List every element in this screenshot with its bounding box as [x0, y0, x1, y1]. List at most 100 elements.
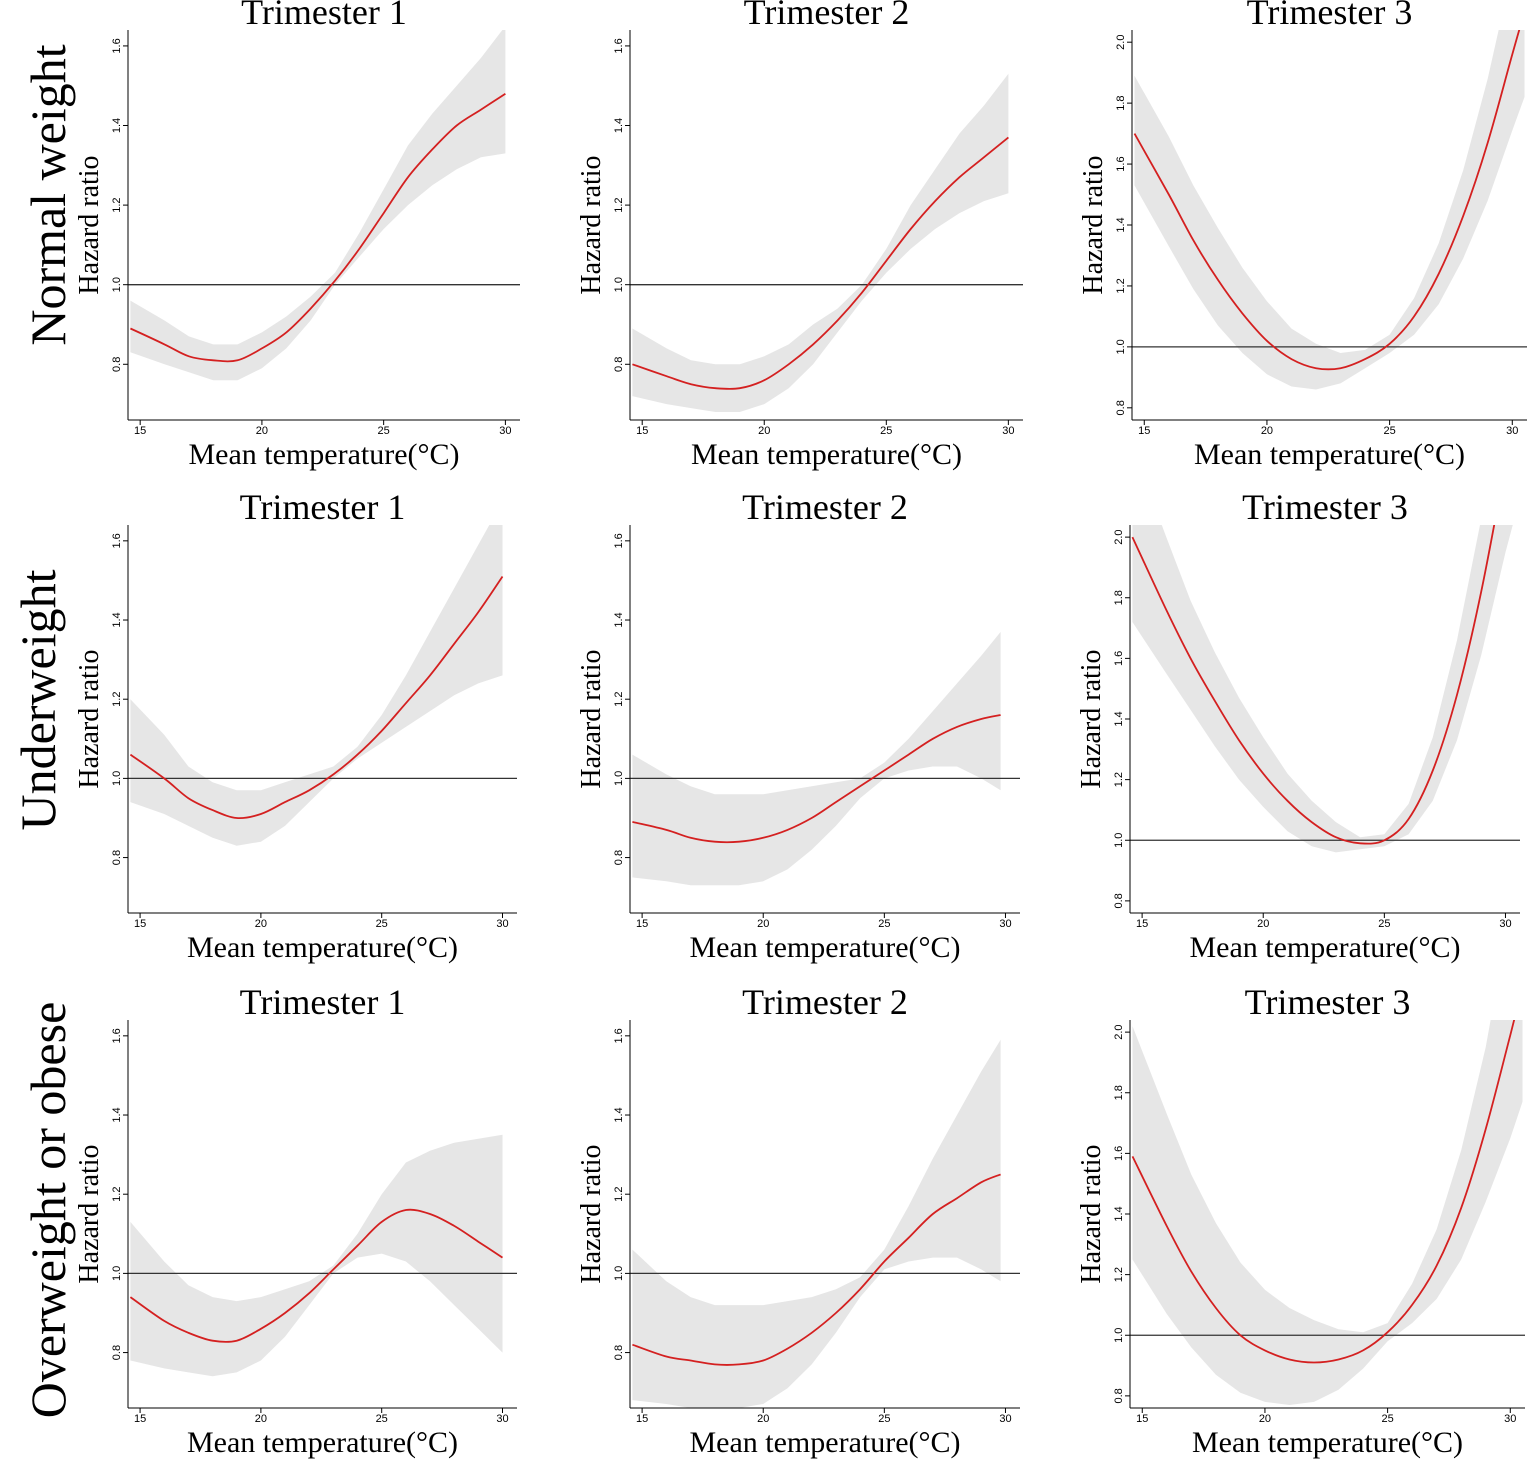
x-tick-label: 20	[757, 918, 769, 930]
plot-area	[128, 30, 520, 381]
y-tick-label: 1.0	[1113, 1328, 1125, 1343]
y-tick-label: 0.8	[613, 357, 625, 372]
y-tick-label: 1.6	[613, 38, 625, 53]
hazard-ratio-curve	[129, 1208, 504, 1343]
panel-title: Trimester 3	[1247, 0, 1413, 32]
y-tick-label: 1.4	[613, 612, 625, 627]
x-tick-label: 25	[1381, 1413, 1393, 1425]
plot-area	[128, 1134, 517, 1377]
panel-title: Trimester 3	[1242, 487, 1408, 527]
x-tick-label: 20	[1261, 425, 1273, 437]
x-tick-label: 25	[878, 1413, 890, 1425]
y-tick-label: 0.8	[1113, 1388, 1125, 1403]
confidence-band	[130, 1134, 503, 1377]
x-tick-label: 25	[878, 918, 890, 930]
y-tick-label: 2.0	[1115, 35, 1127, 50]
y-tick-label: 1.2	[613, 197, 625, 212]
y-axis-label: Hazard ratio	[1076, 1144, 1107, 1283]
y-tick-label: 1.0	[613, 1266, 625, 1281]
y-tick-label: 1.0	[111, 771, 123, 786]
y-tick-label: 0.8	[111, 357, 123, 372]
y-tick-label: 1.0	[1113, 833, 1125, 848]
confidence-band	[1132, 1020, 1523, 1405]
y-axis-label: Hazard ratio	[74, 1144, 105, 1283]
x-axis-label: Mean temperature(°C)	[689, 931, 960, 964]
x-tick-label: 15	[134, 425, 146, 437]
x-tick-label: 20	[757, 1413, 769, 1425]
y-tick-label: 0.8	[111, 850, 123, 865]
confidence-band	[1134, 30, 1525, 390]
x-tick-label: 30	[1504, 1413, 1516, 1425]
y-tick-label: 1.4	[613, 1107, 625, 1122]
y-tick-label: 1.8	[1115, 95, 1127, 110]
y-tick-label: 1.4	[111, 1107, 123, 1122]
plot-area	[630, 73, 1023, 413]
x-tick-label: 15	[636, 425, 648, 437]
panel-normal-weight-trimester-2: 15 20 25 30 0.8 1.0 1.2 1.4 1.6 Trimester 2 Mean t…	[576, 0, 1023, 471]
confidence-band	[632, 73, 1009, 413]
confidence-band	[130, 30, 506, 381]
panel-overweight-or-obese-trimester-3: 15 20 25 30 0.8 1.0 1.2 1.4 1.6 1.8 2.0 Trimester 3…	[1076, 982, 1525, 1459]
y-tick-label: 1.2	[613, 692, 625, 707]
y-tick-label: 1.0	[613, 277, 625, 292]
x-tick-label: 30	[1002, 425, 1014, 437]
y-tick-label: 1.2	[1115, 278, 1127, 293]
panel-normal-weight-trimester-1: 15 20 25 30 0.8 1.0 1.2 1.4 1.6 Trimester 1 Mean t…	[74, 0, 520, 471]
panel-overweight-or-obese-trimester-1: 15 20 25 30 0.8 1.0 1.2 1.4 1.6 Trimester 1 Mean t…	[74, 982, 517, 1459]
y-tick-label: 1.6	[1115, 156, 1127, 171]
x-tick-label: 30	[1499, 918, 1511, 930]
y-tick-label: 1.2	[1113, 1267, 1125, 1282]
x-tick-label: 25	[376, 918, 388, 930]
x-axis-label: Mean temperature(°C)	[187, 931, 458, 964]
hazard-ratio-curve	[130, 92, 506, 363]
panel-normal-weight-trimester-3: 15 20 25 30 0.8 1.0 1.2 1.4 1.6 1.8 2.0 Trimester 3…	[1078, 0, 1527, 471]
panel-title: Trimester 1	[241, 0, 407, 32]
x-tick-label: 30	[999, 1413, 1011, 1425]
y-axis-label: Hazard ratio	[576, 155, 607, 294]
x-tick-label: 30	[1506, 425, 1518, 437]
x-tick-label: 25	[1378, 918, 1390, 930]
y-tick-label: 1.8	[1113, 590, 1125, 605]
y-tick-label: 0.8	[613, 1345, 625, 1360]
x-tick-label: 25	[378, 425, 390, 437]
y-axis-label: Hazard ratio	[1078, 155, 1109, 294]
x-axis-label: Mean temperature(°C)	[1189, 931, 1460, 964]
x-axis-label: Mean temperature(°C)	[1194, 438, 1465, 471]
x-tick-label: 20	[255, 918, 267, 930]
x-tick-label: 20	[255, 1413, 267, 1425]
y-tick-label: 0.8	[1115, 400, 1127, 415]
y-tick-label: 1.4	[613, 118, 625, 133]
y-tick-label: 1.6	[1113, 651, 1125, 666]
row-label-overweight-or-obese: Overweight or obese	[20, 1001, 76, 1419]
y-tick-label: 0.8	[111, 1345, 123, 1360]
x-tick-label: 15	[1138, 425, 1150, 437]
x-tick-label: 30	[496, 1413, 508, 1425]
x-tick-label: 25	[880, 425, 892, 437]
hazard-ratio-curve	[632, 136, 1009, 390]
x-tick-label: 15	[1136, 1413, 1148, 1425]
y-tick-label: 1.6	[111, 533, 123, 548]
row-label-underweight: Underweight	[10, 569, 66, 831]
x-tick-label: 20	[1257, 918, 1269, 930]
x-tick-label: 30	[999, 918, 1011, 930]
y-tick-label: 1.2	[111, 197, 123, 212]
hazard-ratio-curve	[632, 1173, 1001, 1366]
y-tick-label: 1.6	[111, 38, 123, 53]
confidence-band	[632, 631, 1001, 886]
x-tick-label: 15	[134, 918, 146, 930]
hazard-ratio-curve	[632, 714, 1001, 844]
plot-area	[1130, 1020, 1525, 1405]
y-tick-label: 1.0	[613, 771, 625, 786]
y-tick-label: 1.6	[613, 1028, 625, 1043]
panel-title: Trimester 2	[744, 0, 910, 32]
x-axis-label: Mean temperature(°C)	[1192, 1426, 1463, 1459]
plot-area	[1132, 30, 1527, 390]
y-tick-label: 0.8	[613, 850, 625, 865]
y-tick-label: 1.2	[111, 1187, 123, 1202]
y-axis-label: Hazard ratio	[74, 155, 105, 294]
x-tick-label: 20	[1259, 1413, 1271, 1425]
plot-area	[630, 631, 1020, 886]
panel-title: Trimester 2	[742, 982, 908, 1022]
hazard-ratio-curve	[1133, 30, 1521, 371]
